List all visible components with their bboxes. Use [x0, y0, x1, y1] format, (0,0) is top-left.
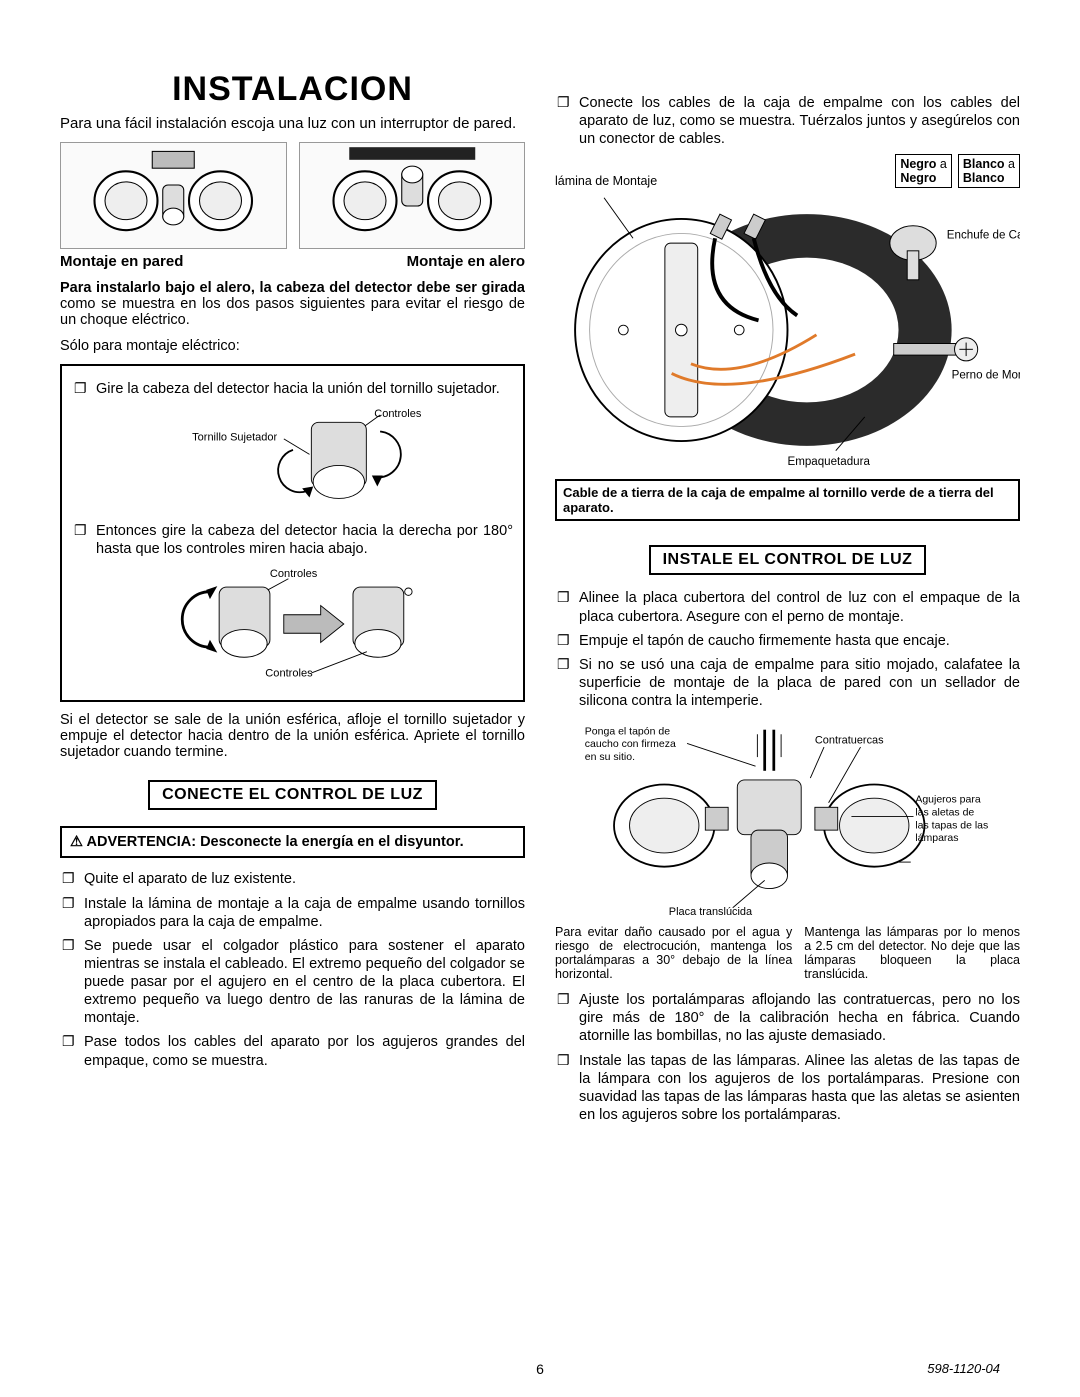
rotate-step1-list: Gire la cabeza del detector hacia la uni…	[72, 380, 513, 398]
rotate-figure-1-svg: Controles Tornillo Sujetador	[133, 404, 453, 514]
right-column: Conecte los cables de la caja de empalme…	[555, 60, 1020, 1130]
install-steps-top: Alinee la placa cubertora del control de…	[555, 589, 1020, 710]
keep-note: Mantenga las lámparas por lo menos a 2.5…	[804, 925, 1020, 981]
eave-mount-icon	[300, 143, 525, 248]
water-note: Para evitar daño causado por el agua y r…	[555, 925, 792, 981]
eave-warning: Para instalarlo bajo el alero, la cabeza…	[60, 280, 525, 328]
connect-section-title: CONECTE EL CONTROL DE LUZ	[148, 780, 437, 810]
wall-mount-icon	[61, 143, 286, 248]
page: INSTALACION Para una fácil instalación e…	[0, 0, 1080, 1397]
install-step-4: Ajuste los portalámparas aflojando las c…	[555, 991, 1020, 1045]
fins-label-3: las tapas de las	[915, 819, 988, 831]
connect-wires-text: Conecte los cables de la caja de empalme…	[555, 94, 1020, 148]
eave-warning-rest: como se muestra en los dos pasos siguien…	[60, 296, 525, 328]
mount-captions: Montaje en pared Montaje en alero	[60, 253, 525, 270]
plug-note-2: caucho con firmeza	[585, 738, 676, 750]
lamina-label: lámina de Montaje	[555, 174, 889, 188]
perno-label: Perno de Montaje	[952, 370, 1020, 382]
rotate-figure-2-svg: Controles Controles	[133, 564, 453, 684]
negro-box: Negro a Negro	[895, 154, 952, 188]
screw-label: Tornillo Sujetador	[192, 432, 277, 444]
install-section-title-wrap: INSTALE EL CONTROL DE LUZ	[555, 535, 1020, 583]
install-diagram: Ponga el tapón de caucho con firmeza en …	[555, 716, 1020, 926]
union-note: Si el detector se sale de la unión esfér…	[60, 712, 525, 760]
wiring-diagram: Enchufe de Caucho Perno de Montaje Empaq…	[555, 190, 1020, 470]
enchufe-label: Enchufe de Caucho	[947, 230, 1020, 242]
connect-section-title-wrap: CONECTE EL CONTROL DE LUZ	[60, 770, 525, 818]
blanco-bold: Blanco	[963, 157, 1005, 171]
eave-mount-figure	[299, 142, 526, 249]
rotate-figure-2: Controles Controles	[72, 564, 513, 684]
install-bottom-notes: Para evitar daño causado por el agua y r…	[555, 925, 1020, 981]
rotate-detector-box: Gire la cabeza del detector hacia la uni…	[60, 364, 525, 702]
warning-text: ADVERTENCIA: Desconecte la energía en el…	[87, 834, 464, 850]
ground-wire-note: Cable de a tierra de la caja de empalme …	[555, 479, 1020, 521]
install-step-3: Si no se usó una caja de empalme para si…	[555, 656, 1020, 710]
install-step-1: Alinee la placa cubertora del control de…	[555, 589, 1020, 625]
connect-step-3: Se puede usar el colgador plástico para …	[60, 937, 525, 1028]
wiring-top-labels: lámina de Montaje Negro a Negro Blanco a…	[555, 154, 1020, 188]
two-column-layout: INSTALACION Para una fácil instalación e…	[60, 60, 1020, 1130]
fins-label-4: lámparas	[915, 832, 958, 844]
install-section-title: INSTALE EL CONTROL DE LUZ	[649, 545, 927, 575]
intro-text: Para una fácil instalación escoja una lu…	[60, 115, 525, 132]
warning-box: ⚠ ADVERTENCIA: Desconecte la energía en …	[60, 826, 525, 858]
connect-steps: Quite el aparato de luz existente. Insta…	[60, 870, 525, 1069]
eave-mount-caption: Montaje en alero	[299, 253, 526, 270]
connect-step-2: Instale la lámina de montaje a la caja d…	[60, 895, 525, 931]
blanco-a: a	[1008, 157, 1015, 171]
connect-step-4: Pase todos los cables del aparato por lo…	[60, 1033, 525, 1069]
page-number: 6	[536, 1361, 544, 1377]
controls-label-3: Controles	[265, 668, 313, 680]
install-step-2: Empuje el tapón de caucho firmemente has…	[555, 632, 1020, 650]
negro-bold2: Negro	[900, 171, 936, 185]
plug-note-3: en su sitio.	[585, 751, 635, 763]
negro-a: a	[940, 157, 947, 171]
electric-mount-only: Sólo para montaje eléctrico:	[60, 338, 525, 354]
empaque-label: Empaquetadura	[788, 457, 871, 469]
plug-note-1: Ponga el tapón de	[585, 725, 670, 737]
blanco-box: Blanco a Blanco	[958, 154, 1020, 188]
eave-warning-bold: Para instalarlo bajo el alero, la cabeza…	[60, 280, 525, 296]
controls-label-1: Controles	[374, 408, 422, 420]
connect-wires-step: Conecte los cables de la caja de empalme…	[555, 94, 1020, 148]
install-steps-bottom: Ajuste los portalámparas aflojando las c…	[555, 991, 1020, 1124]
wall-mount-caption: Montaje en pared	[60, 253, 287, 270]
negro-bold: Negro	[900, 157, 936, 171]
fins-label-1: Agujeros para	[915, 794, 981, 806]
warning-icon: ⚠	[70, 834, 87, 850]
connect-step-1: Quite el aparato de luz existente.	[60, 870, 525, 888]
locknuts-label: Contratuercas	[815, 735, 884, 747]
lens-label: Placa translúcida	[669, 906, 753, 918]
blanco-bold2: Blanco	[963, 171, 1005, 185]
left-column: INSTALACION Para una fácil instalación e…	[60, 60, 525, 1130]
rotate-step2: Entonces gire la cabeza del detector hac…	[72, 522, 513, 558]
rotate-figure-1: Controles Tornillo Sujetador	[72, 404, 513, 514]
wall-mount-figure	[60, 142, 287, 249]
mount-figures-row	[60, 142, 525, 249]
page-footer: 6 598-1120-04	[0, 1361, 1080, 1377]
controls-label-2: Controles	[269, 568, 317, 580]
main-title: INSTALACION	[60, 70, 525, 109]
fins-label-2: las aletas de	[915, 807, 974, 819]
doc-number: 598-1120-04	[927, 1361, 1000, 1376]
install-step-5: Instale las tapas de las lámparas. Aline…	[555, 1052, 1020, 1125]
rotate-step1: Gire la cabeza del detector hacia la uni…	[72, 380, 513, 398]
rotate-step2-list: Entonces gire la cabeza del detector hac…	[72, 522, 513, 558]
